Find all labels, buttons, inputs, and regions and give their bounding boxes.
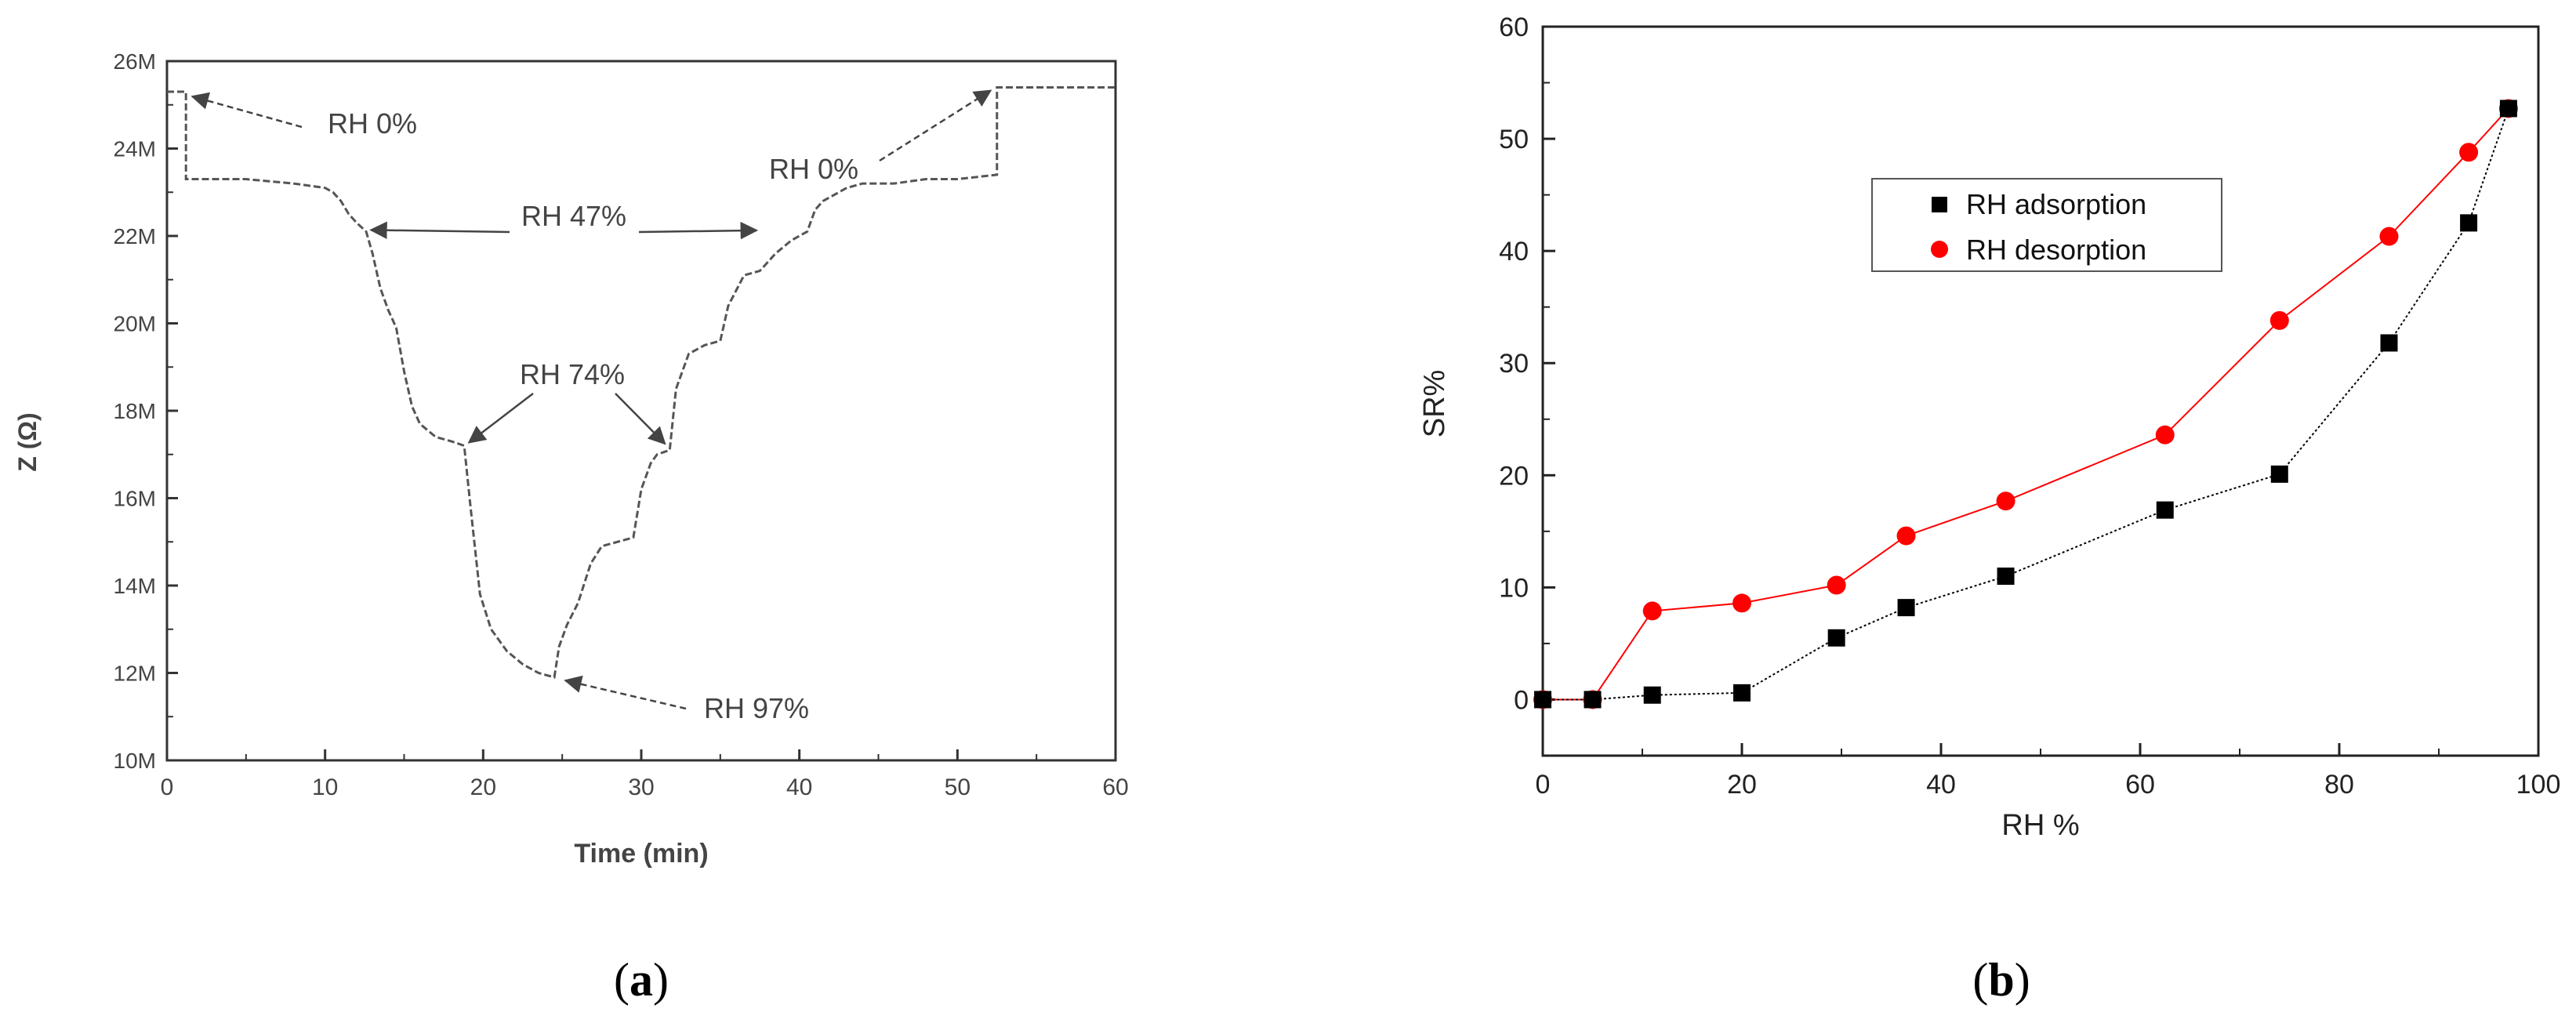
chart-a-x-tick-label: 0 (161, 774, 174, 800)
chart-a-y-tick-label: 18M (114, 399, 156, 423)
chart-b-adsorption-point (2156, 501, 2174, 519)
chart-a-plot-frame (165, 60, 1117, 762)
chart-b-x-axis-title: RH % (2001, 809, 2079, 842)
chart-b-adsorption-point (2499, 100, 2517, 118)
chart-b-adsorption-point (2270, 465, 2288, 483)
chart-b-x-tick-label: 100 (2516, 770, 2561, 800)
chart-b-x-tick-label: 40 (1926, 770, 1956, 800)
chart-a-x-tick-label: 20 (470, 774, 496, 800)
chart-a-y-axis: 10M 12M 14M 16M 18M 20M 22M 24M 26M (114, 49, 178, 773)
legend-square-marker-icon (1932, 197, 1947, 212)
chart-a-annotation-rh74: RH 74% (520, 358, 625, 390)
chart-a-annotation-arrow (190, 92, 303, 129)
chart-b-desorption-point (2155, 425, 2175, 444)
chart-a-annotation-rh47: RH 47% (521, 200, 626, 232)
chart-a-annotation-rh0-left: RH 0% (328, 107, 417, 140)
chart-a-x-tick-label: 40 (786, 774, 812, 800)
chart-b-adsorption-point (2380, 334, 2398, 352)
chart-a-annotation-arrow (638, 221, 759, 240)
chart-b-legend-label-desorption: RH desorption (1966, 234, 2146, 266)
chart-a-annotations: RH 0% RH 47% RH 74% RH 97% RH 0% (190, 89, 992, 724)
chart-a-annotation-arrow (467, 393, 534, 444)
chart-b-y-tick-label: 10 (1499, 573, 1529, 603)
chart-b-x-tick-label: 20 (1727, 770, 1757, 800)
chart-b-y-tick-label: 0 (1514, 685, 1529, 715)
chart-b-adsorption-point (1534, 691, 1551, 709)
chart-a-annotation-arrow (564, 675, 687, 710)
chart-a-annotation-arrow (879, 89, 992, 162)
chart-a-x-tick-label: 50 (945, 774, 971, 800)
chart-a-annotation-rh97: RH 97% (704, 692, 809, 724)
chart-b-adsorption-point (1827, 629, 1845, 647)
chart-b-legend-label-adsorption: RH adsorption (1966, 188, 2146, 220)
chart-a-x-tick-label: 10 (312, 774, 338, 800)
chart-b-legend: RH adsorption RH desorption (1871, 178, 2222, 272)
chart-a-y-tick-label: 24M (114, 137, 156, 161)
chart-a-y-axis-title: Z (Ω) (13, 412, 42, 471)
chart-b-y-tick-label: 40 (1499, 237, 1529, 267)
chart-b-adsorption-point (1643, 686, 1661, 704)
chart-b-y-axis-title: SR% (1418, 370, 1451, 438)
chart-a-annotation-arrow (369, 221, 510, 239)
chart-b-desorption-point (1642, 601, 1662, 621)
chart-b: 0 20 40 60 80 100 0 10 20 30 40 50 60 RH % SR% RH a… (1418, 13, 2560, 842)
chart-b-desorption-point (1896, 526, 1916, 546)
chart-b-desorption-line (1543, 107, 2509, 701)
chart-a-y-tick-label: 16M (114, 487, 156, 511)
chart-b-adsorption-point (1997, 568, 2015, 586)
chart-b-desorption-point (1732, 593, 1751, 613)
panel-label-b: (b) (1972, 954, 2030, 1006)
chart-a-y-tick-label: 14M (114, 574, 156, 598)
chart-b-x-tick-label: 60 (2125, 770, 2155, 800)
chart-a-y-tick-label: 10M (114, 749, 156, 773)
chart-a-x-axis: 0 10 20 30 40 50 60 (161, 749, 1129, 800)
chart-b-x-tick-label: 0 (1536, 770, 1551, 800)
chart-b-series (1533, 99, 2518, 709)
chart-a-x-axis-title: Time (min) (574, 839, 708, 869)
chart-b-desorption-point (2379, 227, 2399, 246)
chart-b-desorption-point (2459, 143, 2479, 162)
chart-b-y-axis: 0 10 20 30 40 50 60 (1499, 13, 1555, 756)
chart-b-desorption-point (2269, 310, 2289, 330)
chart-b-x-axis: 0 20 40 60 80 100 (1536, 743, 2561, 800)
chart-b-desorption-point (1996, 491, 2015, 511)
chart-a-y-tick-label: 26M (114, 49, 156, 74)
chart-a-x-tick-label: 60 (1102, 774, 1128, 800)
chart-a-annotation-rh0-right: RH 0% (769, 153, 858, 185)
chart-a-y-tick-label: 20M (114, 312, 156, 336)
chart-b-desorption-point (1827, 575, 1846, 595)
chart-a-y-tick-label: 22M (114, 224, 156, 248)
chart-b-adsorption-point (2460, 214, 2478, 232)
chart-a: 0 10 20 30 40 50 60 10M 12M 14M 16M 18M 20M 22M 24M 26… (13, 49, 1129, 869)
chart-b-adsorption-point (1733, 684, 1751, 702)
chart-a-y-tick-label: 12M (114, 662, 156, 686)
legend-circle-marker-icon (1931, 241, 1948, 258)
chart-b-y-tick-label: 20 (1499, 461, 1529, 491)
chart-b-legend-box (1871, 178, 2222, 272)
chart-a-annotation-arrow (615, 393, 666, 445)
chart-a-x-tick-label: 30 (628, 774, 654, 800)
chart-b-plot-frame (1541, 25, 2540, 757)
panel-label-a: (a) (614, 954, 669, 1006)
chart-a-impedance-line (167, 85, 1116, 679)
chart-b-adsorption-point (1584, 691, 1602, 709)
chart-b-y-tick-label: 60 (1499, 13, 1529, 42)
chart-b-x-tick-label: 80 (2324, 770, 2354, 800)
chart-b-adsorption-point (1897, 599, 1915, 617)
chart-b-adsorption-line (1543, 108, 2509, 701)
chart-a-series (167, 85, 1116, 679)
chart-b-y-tick-label: 30 (1499, 349, 1529, 379)
chart-b-y-tick-label: 50 (1499, 125, 1529, 154)
